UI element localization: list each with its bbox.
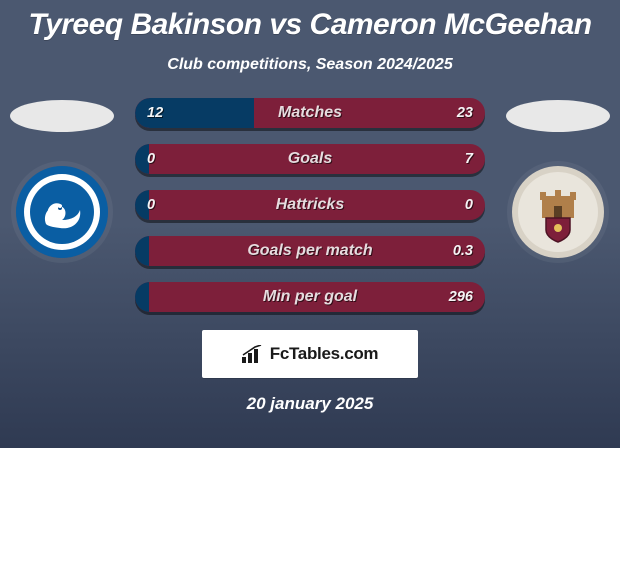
stat-label: Goals per match	[135, 236, 485, 266]
subtitle: Club competitions, Season 2024/2025	[0, 56, 620, 74]
stat-away-value: 7	[465, 144, 473, 174]
home-side	[6, 92, 118, 258]
home-crest	[16, 166, 108, 258]
stat-label: Min per goal	[135, 282, 485, 312]
stat-bar: 0Goals7	[135, 144, 485, 174]
barchart-icon	[242, 345, 264, 363]
brand-box: FcTables.com	[202, 330, 418, 378]
stat-bar: Goals per match0.3	[135, 236, 485, 266]
stat-label: Goals	[135, 144, 485, 174]
stat-bar: Min per goal296	[135, 282, 485, 312]
stat-away-value: 0	[465, 190, 473, 220]
away-crest-icon	[512, 166, 604, 258]
away-jersey-placeholder	[506, 100, 610, 132]
home-jersey-placeholder	[10, 100, 114, 132]
page-title: Tyreeq Bakinson vs Cameron McGeehan	[0, 8, 620, 42]
brand-text: FcTables.com	[270, 344, 379, 364]
stat-away-value: 23	[457, 98, 473, 128]
stat-away-value: 0.3	[453, 236, 473, 266]
card: Tyreeq Bakinson vs Cameron McGeehan Club…	[0, 0, 620, 448]
stat-away-value: 296	[449, 282, 473, 312]
away-side	[502, 92, 614, 258]
stat-bar: 0Hattricks0	[135, 190, 485, 220]
home-crest-icon	[16, 166, 108, 258]
stat-bars: 12Matches230Goals70Hattricks0Goals per m…	[135, 98, 485, 312]
brand-logo: FcTables.com	[242, 344, 379, 364]
away-crest	[512, 166, 604, 258]
stat-label: Matches	[135, 98, 485, 128]
stat-bar: 12Matches23	[135, 98, 485, 128]
date: 20 january 2025	[0, 394, 620, 414]
stat-label: Hattricks	[135, 190, 485, 220]
comparison-main: 12Matches230Goals70Hattricks0Goals per m…	[0, 92, 620, 312]
